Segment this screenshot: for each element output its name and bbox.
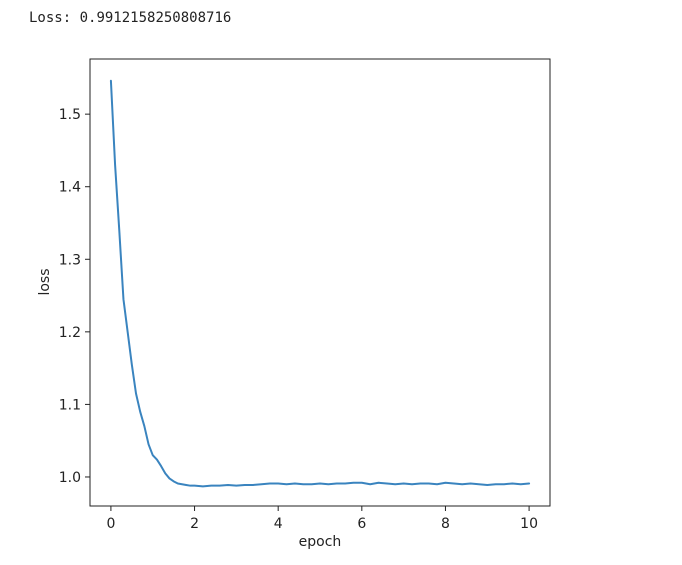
x-axis-label: epoch (299, 534, 342, 550)
x-tick-label: 6 (357, 516, 366, 532)
y-tick-label: 1.5 (59, 107, 81, 123)
y-tick-label: 1.2 (59, 325, 81, 341)
x-tick-label: 10 (520, 516, 538, 532)
x-tick-label: 0 (106, 516, 115, 532)
y-tick-label: 1.1 (59, 397, 81, 413)
y-tick-label: 1.3 (59, 252, 81, 268)
x-tick-label: 8 (441, 516, 450, 532)
loss-series-line (109, 79, 531, 488)
y-axis: 1.0 1.1 1.2 1.3 1.4 1.5 (59, 107, 90, 486)
x-tick-label: 2 (190, 516, 199, 532)
y-tick-label: 1.4 (59, 180, 81, 196)
loss-output-label: Loss: (29, 10, 72, 26)
y-axis-label: loss (37, 268, 53, 295)
loss-output-value: 0.9912158250808716 (79, 10, 232, 26)
x-axis: 0 2 4 6 8 10 (106, 506, 538, 532)
plot-area (89, 58, 551, 507)
loss-output: Loss: 0.9912158250808716 (29, 10, 231, 26)
x-tick-label: 4 (274, 516, 283, 532)
y-tick-label: 1.0 (59, 470, 81, 486)
